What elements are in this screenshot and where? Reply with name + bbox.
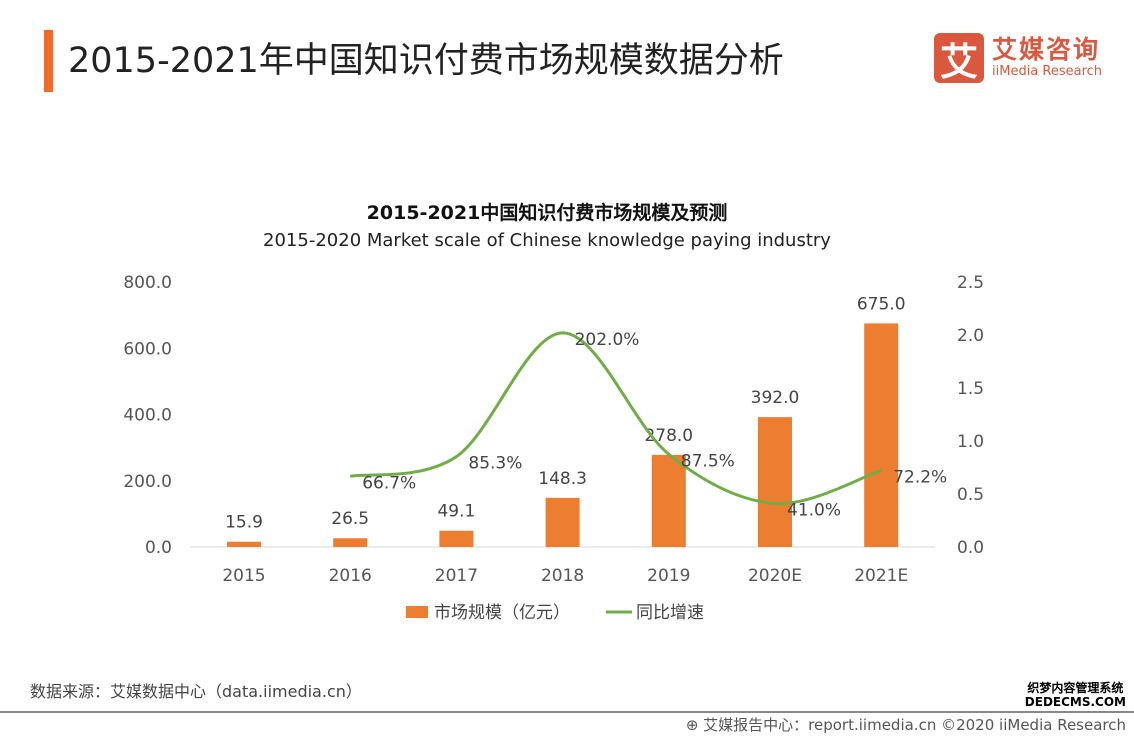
line-value-label: 41.0% (787, 501, 841, 521)
title-accent-bar (44, 30, 53, 92)
watermark-line2: DEDECMS.COM (1024, 695, 1126, 709)
watermark-line1: 织梦内容管理系统 (1027, 681, 1124, 695)
right-tick-label: 2.5 (957, 273, 984, 293)
right-tick-label: 0.0 (957, 538, 984, 558)
line-value-label: 202.0% (575, 330, 640, 350)
bar (227, 541, 261, 547)
bar-value-label: 15.9 (225, 513, 263, 533)
bar-value-label: 675.0 (857, 294, 906, 314)
x-tick-label: 2021E (854, 566, 908, 586)
line-value-label: 72.2% (893, 467, 947, 487)
right-tick-label: 0.5 (957, 485, 984, 505)
x-tick-label: 2017 (435, 566, 478, 586)
globe-icon: ⊕ (685, 716, 704, 734)
legend-bar-label: 市场规模（亿元） (434, 603, 570, 623)
left-tick-label: 0.0 (145, 538, 172, 558)
bar (864, 323, 899, 547)
left-tick-label: 600.0 (123, 339, 172, 359)
page-title: 2015-2021年中国知识付费市场规模数据分析 (68, 41, 784, 81)
bar-value-label: 148.3 (538, 469, 587, 489)
left-tick-label: 400.0 (123, 406, 172, 426)
x-tick-label: 2016 (329, 566, 372, 586)
left-tick-label: 200.0 (123, 472, 172, 492)
growth-line (349, 331, 882, 506)
x-tick-label: 2018 (541, 566, 584, 586)
bar-value-label: 392.0 (751, 388, 800, 408)
bar (758, 417, 792, 547)
bar (333, 538, 368, 547)
footer-text: ⊕ 艾媒报告中心：report.iimedia.cn ©2020 iiMedia… (686, 714, 1126, 735)
right-tick-label: 1.5 (957, 379, 984, 399)
x-tick-label: 2015 (222, 566, 265, 586)
line-value-label: 66.7% (362, 473, 416, 493)
bar-value-label: 49.1 (437, 502, 475, 522)
logo: 艾 艾媒咨询 iiMedia Research (934, 33, 1103, 84)
footer-label: 艾媒报告中心：report.iimedia.cn ©2020 iiMedia R… (703, 716, 1126, 734)
left-tick-label: 800.0 (123, 273, 172, 293)
footer-divider (0, 711, 1134, 713)
logo-mark: 艾 (934, 33, 984, 84)
legend-bar-swatch (406, 606, 428, 618)
right-tick-label: 1.0 (957, 432, 984, 452)
x-tick-label: 2020E (748, 566, 802, 586)
bar (439, 530, 474, 547)
bar (545, 497, 580, 547)
chart-title: 2015-2021中国知识付费市场规模及预测 (367, 201, 728, 224)
watermark: 织梦内容管理系统 DEDECMS.COM (1024, 681, 1126, 709)
line-value-label: 85.3% (468, 454, 522, 474)
x-tick-label: 2019 (647, 566, 690, 586)
legend-line-label: 同比增速 (636, 603, 704, 623)
logo-en: iiMedia Research (992, 64, 1103, 79)
bar (651, 454, 686, 547)
bar-value-label: 26.5 (331, 509, 369, 529)
chart-subtitle: 2015-2020 Market scale of Chinese knowle… (263, 230, 831, 251)
right-tick-label: 2.0 (957, 326, 984, 346)
line-value-label: 87.5% (681, 451, 735, 471)
source-note: 数据来源：艾媒数据中心（data.iimedia.cn） (30, 682, 362, 701)
logo-cn: 艾媒咨询 (992, 35, 1101, 64)
